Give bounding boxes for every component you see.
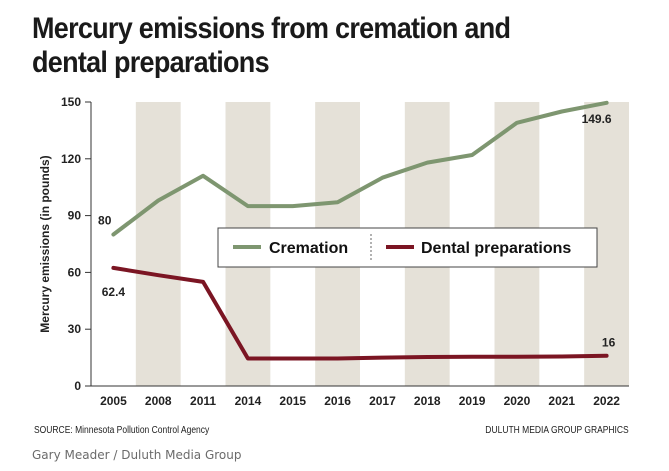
- series-line-cremation: [111, 100, 609, 237]
- band-2008: [135, 102, 181, 386]
- x-tick-label-2008: 2008: [145, 394, 172, 408]
- y-tick-label-120: 120: [61, 152, 81, 166]
- x-axis: 2005 2008 2011 2014 2015 2016 2017 2018 2019 2020…: [91, 385, 629, 408]
- y-tick-label-90: 90: [68, 209, 82, 223]
- x-tick-label-2011: 2011: [190, 394, 216, 408]
- y-axis: 0 30 60 90 120 150: [61, 95, 92, 393]
- series-lines: [111, 100, 609, 361]
- y-tick-label-30: 30: [68, 322, 82, 336]
- photo-credit: Gary Meader / Duluth Media Group: [32, 448, 242, 462]
- data-label-80: 80: [98, 214, 112, 228]
- graphics-credit: DULUTH MEDIA GROUP GRAPHICS: [485, 425, 629, 436]
- x-tick-label-2017: 2017: [369, 394, 396, 408]
- data-label-16: 16: [602, 336, 616, 350]
- legend-label-dental: Dental preparations: [421, 240, 571, 257]
- legend-label-cremation: Cremation: [269, 240, 348, 257]
- legend: Cremation Dental preparations: [217, 227, 598, 268]
- y-tick-label-150: 150: [61, 95, 81, 109]
- x-tick-label-2016: 2016: [324, 394, 351, 408]
- data-labels: 80 149.6 62.4 16: [98, 112, 616, 350]
- chart-title: Mercury emissions from cremation and den…: [32, 12, 511, 79]
- x-tick-label-2015: 2015: [279, 394, 306, 408]
- x-tick-label-2005: 2005: [100, 394, 127, 408]
- x-tick-label-2014: 2014: [235, 394, 262, 408]
- y-tick-label-60: 60: [68, 265, 82, 279]
- x-tick-label-2022: 2022: [593, 394, 620, 408]
- data-label-62-4: 62.4: [102, 285, 126, 299]
- y-axis-label: Mercury emissions (in pounds): [38, 155, 52, 332]
- x-tick-label-2019: 2019: [459, 394, 486, 408]
- data-label-149-6: 149.6: [582, 112, 612, 126]
- x-tick-label-2018: 2018: [414, 394, 441, 408]
- y-tick-label-0: 0: [74, 379, 81, 393]
- x-tick-label-2020: 2020: [504, 394, 531, 408]
- source-note: SOURCE: Minnesota Pollution Control Agen…: [34, 425, 210, 436]
- series-line-dental-preparations: [111, 265, 609, 361]
- x-tick-label-2021: 2021: [548, 394, 575, 408]
